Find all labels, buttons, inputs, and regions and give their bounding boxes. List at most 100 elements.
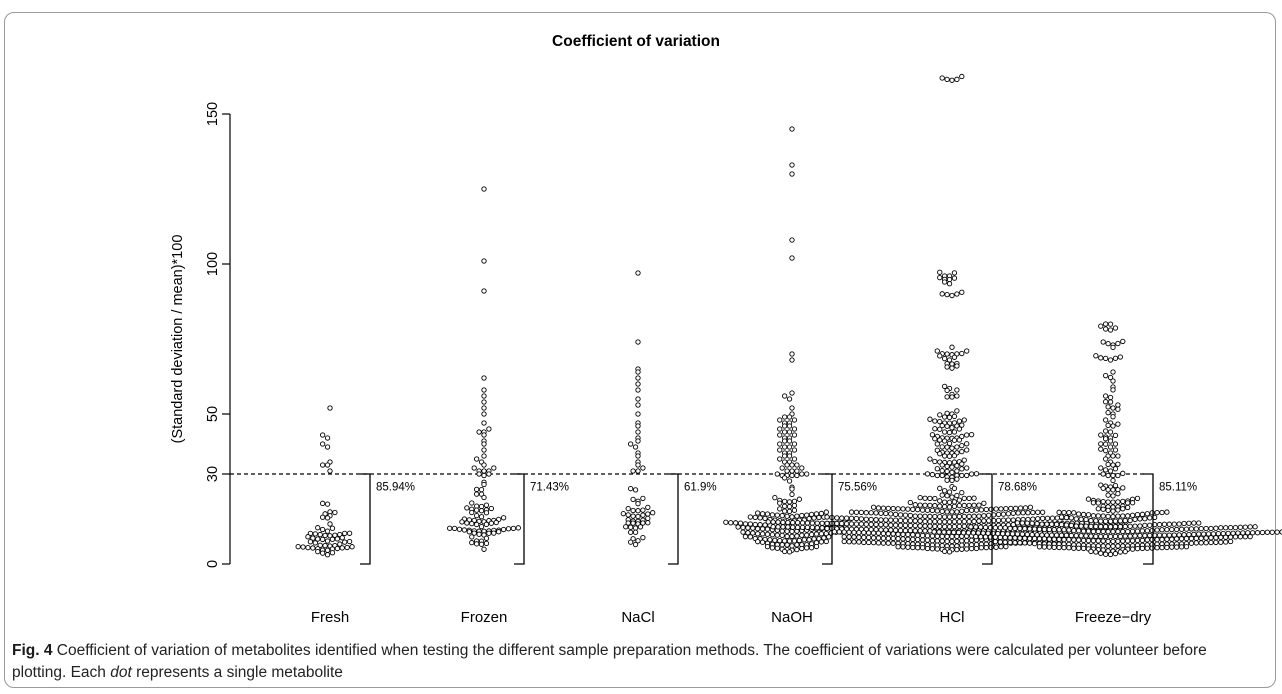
- data-dot: [1129, 538, 1136, 544]
- data-dot: [1051, 526, 1057, 533]
- data-dot: [1107, 321, 1114, 327]
- data-dot: [811, 515, 817, 521]
- data-dot: [1174, 526, 1180, 533]
- data-dot: [750, 525, 756, 531]
- data-dot: [1166, 532, 1173, 538]
- data-dot: [895, 506, 901, 512]
- data-dot: [942, 429, 948, 435]
- data-dot: [1095, 528, 1101, 535]
- data-dot: [1112, 441, 1119, 447]
- data-dot: [808, 545, 815, 551]
- data-dot: [790, 524, 796, 530]
- data-dot: [481, 453, 487, 459]
- data-dot: [858, 516, 864, 522]
- data-dot: [496, 529, 502, 535]
- data-dot: [942, 499, 948, 505]
- data-dot: [1103, 524, 1109, 530]
- data-dot: [786, 499, 793, 505]
- data-dot: [1112, 447, 1119, 453]
- data-dot: [1007, 535, 1013, 541]
- data-dot: [620, 511, 626, 517]
- data-dot: [1107, 524, 1114, 530]
- data-dot: [1188, 526, 1195, 532]
- data-dot: [1095, 513, 1101, 519]
- data-dot: [1090, 500, 1097, 506]
- data-dot: [846, 529, 852, 535]
- data-dot: [635, 402, 641, 408]
- x-category-label: Fresh: [311, 609, 349, 626]
- data-dot: [861, 534, 867, 540]
- data-dot: [1071, 510, 1077, 516]
- data-dot: [1164, 536, 1170, 542]
- data-dot: [777, 432, 783, 438]
- data-dot: [893, 511, 899, 517]
- data-dot: [922, 523, 928, 529]
- data-dot: [868, 510, 874, 516]
- data-dot: [1115, 402, 1121, 408]
- data-dot: [1061, 544, 1067, 551]
- data-dot: [1024, 520, 1030, 526]
- data-dot: [1134, 537, 1141, 544]
- data-dot: [934, 546, 940, 552]
- data-dot: [1223, 539, 1229, 545]
- data-dot: [888, 511, 894, 517]
- data-dot: [1154, 527, 1160, 533]
- data-dot: [946, 489, 953, 495]
- data-dot: [759, 531, 766, 537]
- data-dot: [786, 438, 793, 444]
- data-dot: [927, 528, 933, 534]
- data-dot: [1171, 532, 1177, 538]
- data-dot: [883, 527, 889, 533]
- data-dot: [1186, 531, 1192, 538]
- x-category-label: NaCl: [621, 609, 654, 626]
- data-dot: [959, 73, 965, 80]
- data-dot: [912, 528, 918, 534]
- data-dot: [1125, 500, 1131, 506]
- data-dot: [954, 363, 960, 369]
- data-dot: [905, 506, 911, 512]
- data-dot: [823, 509, 829, 515]
- data-dot: [976, 518, 982, 524]
- data-dot: [1183, 535, 1190, 542]
- data-dot: [895, 535, 901, 542]
- data-dot: [486, 471, 492, 477]
- data-dot: [1169, 526, 1175, 533]
- data-dot: [934, 533, 940, 539]
- data-dot: [1250, 530, 1256, 536]
- data-dot: [1080, 528, 1087, 534]
- data-dot: [645, 520, 651, 526]
- data-dot: [630, 513, 636, 519]
- data-dot: [640, 465, 646, 471]
- data-dot: [1196, 531, 1202, 537]
- data-dot: [755, 531, 761, 537]
- data-dot: [1100, 499, 1106, 505]
- data-dot: [1105, 548, 1111, 554]
- data-dot: [740, 524, 746, 531]
- data-dot: [946, 549, 953, 555]
- data-dot: [1013, 505, 1019, 511]
- data-dot: [769, 545, 776, 551]
- data-dot: [937, 503, 943, 509]
- data-dot: [789, 237, 795, 243]
- data-dot: [1078, 523, 1084, 529]
- data-dot: [927, 502, 933, 509]
- data-dot: [824, 525, 830, 532]
- data-dot: [1110, 528, 1116, 535]
- data-dot: [863, 516, 869, 522]
- data-dot: [949, 445, 955, 451]
- data-dot: [937, 274, 943, 281]
- data-dot: [1159, 544, 1165, 551]
- data-dot: [784, 462, 790, 468]
- data-dot: [774, 532, 780, 538]
- data-dot: [951, 514, 958, 520]
- data-dot: [1129, 512, 1136, 518]
- y-tick-label: 150: [205, 102, 221, 126]
- data-dot: [635, 423, 641, 429]
- data-dot: [818, 510, 825, 517]
- data-dot: [1040, 509, 1046, 515]
- data-dot: [635, 501, 641, 507]
- data-dot: [500, 526, 507, 533]
- data-dot: [628, 485, 634, 492]
- data-dot: [1078, 533, 1084, 539]
- data-dot: [469, 539, 475, 546]
